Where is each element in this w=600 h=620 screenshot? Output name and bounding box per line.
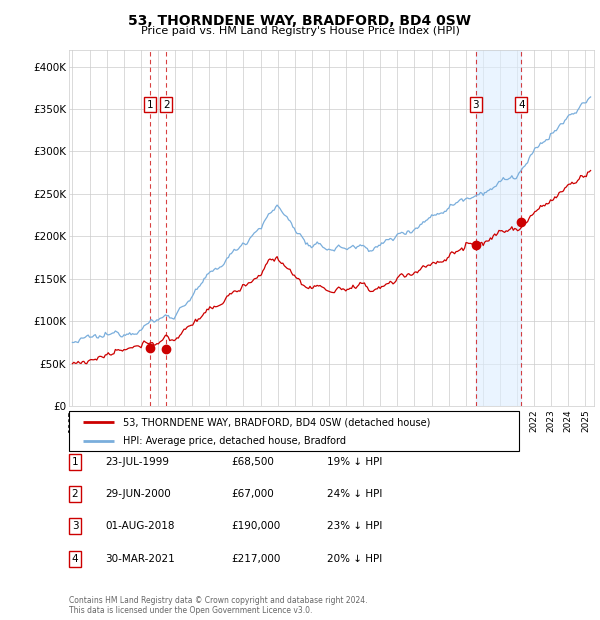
Text: 53, THORNDENE WAY, BRADFORD, BD4 0SW (detached house): 53, THORNDENE WAY, BRADFORD, BD4 0SW (de… bbox=[123, 417, 430, 427]
Text: Contains HM Land Registry data © Crown copyright and database right 2024.
This d: Contains HM Land Registry data © Crown c… bbox=[69, 596, 367, 615]
Text: 23% ↓ HPI: 23% ↓ HPI bbox=[327, 521, 382, 531]
Text: 19% ↓ HPI: 19% ↓ HPI bbox=[327, 457, 382, 467]
Text: 24% ↓ HPI: 24% ↓ HPI bbox=[327, 489, 382, 499]
Text: Price paid vs. HM Land Registry's House Price Index (HPI): Price paid vs. HM Land Registry's House … bbox=[140, 26, 460, 36]
Text: £217,000: £217,000 bbox=[231, 554, 280, 564]
Text: 23-JUL-1999: 23-JUL-1999 bbox=[105, 457, 169, 467]
Text: HPI: Average price, detached house, Bradford: HPI: Average price, detached house, Brad… bbox=[123, 436, 346, 446]
Text: 1: 1 bbox=[147, 100, 154, 110]
Text: £68,500: £68,500 bbox=[231, 457, 274, 467]
Text: £67,000: £67,000 bbox=[231, 489, 274, 499]
Text: 1: 1 bbox=[71, 457, 79, 467]
Text: 01-AUG-2018: 01-AUG-2018 bbox=[105, 521, 175, 531]
Text: 4: 4 bbox=[71, 554, 79, 564]
Text: £190,000: £190,000 bbox=[231, 521, 280, 531]
Text: 30-MAR-2021: 30-MAR-2021 bbox=[105, 554, 175, 564]
Bar bbox=[476, 50, 521, 406]
Text: 3: 3 bbox=[71, 521, 79, 531]
Text: 3: 3 bbox=[472, 100, 479, 110]
Text: 2: 2 bbox=[163, 100, 170, 110]
FancyBboxPatch shape bbox=[69, 411, 519, 451]
Text: 20% ↓ HPI: 20% ↓ HPI bbox=[327, 554, 382, 564]
Text: 4: 4 bbox=[518, 100, 524, 110]
Text: 29-JUN-2000: 29-JUN-2000 bbox=[105, 489, 171, 499]
Text: 2: 2 bbox=[71, 489, 79, 499]
Text: 53, THORNDENE WAY, BRADFORD, BD4 0SW: 53, THORNDENE WAY, BRADFORD, BD4 0SW bbox=[128, 14, 472, 28]
